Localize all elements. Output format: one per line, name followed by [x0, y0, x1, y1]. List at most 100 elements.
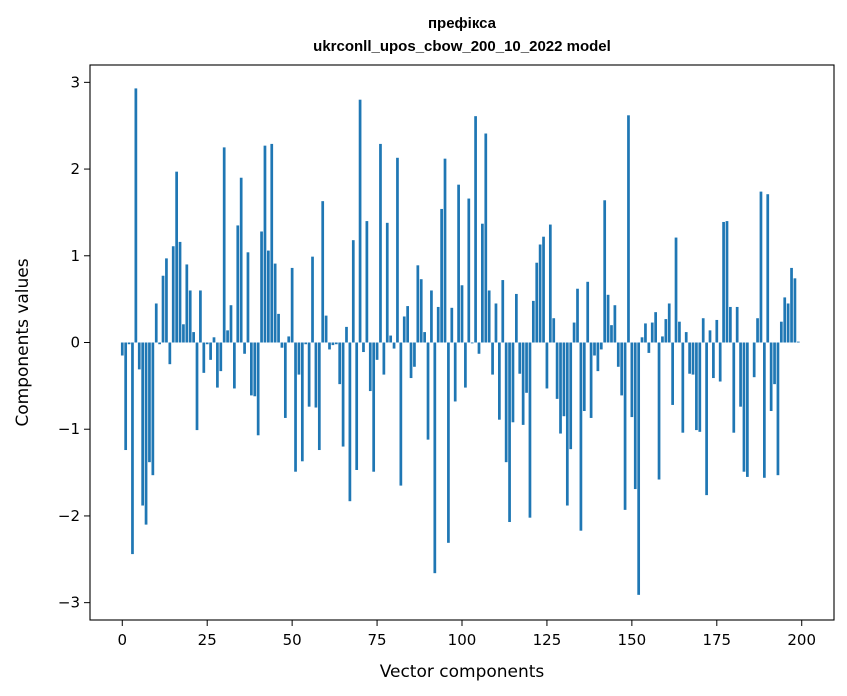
bar — [579, 342, 583, 531]
bar — [718, 342, 722, 382]
x-tick-label: 50 — [283, 631, 302, 649]
bar — [402, 316, 406, 343]
bars-group — [120, 88, 800, 595]
bar — [644, 323, 647, 343]
bar — [250, 342, 253, 396]
bar — [715, 319, 719, 343]
x-tick-label: 75 — [368, 631, 387, 649]
bar — [141, 342, 145, 506]
bar — [565, 342, 569, 506]
bar — [144, 342, 148, 525]
bar — [263, 145, 267, 343]
bar — [623, 342, 627, 510]
y-tick-label: 0 — [70, 334, 80, 352]
bar — [664, 319, 668, 343]
bar — [304, 342, 308, 345]
bar — [501, 280, 505, 343]
bar — [382, 342, 386, 375]
bar — [246, 252, 250, 343]
bar — [256, 342, 260, 436]
bar — [593, 342, 596, 356]
bar — [358, 99, 362, 343]
bar — [199, 290, 202, 343]
x-tick-label: 200 — [787, 631, 816, 649]
bar — [538, 244, 542, 343]
bar — [433, 342, 437, 574]
bar — [582, 342, 586, 412]
bar — [776, 342, 780, 476]
bar — [783, 297, 787, 343]
bar — [725, 221, 729, 343]
bar — [341, 342, 345, 447]
bar — [120, 342, 124, 356]
bar — [766, 194, 770, 343]
bar — [127, 342, 131, 345]
bar — [447, 342, 450, 543]
x-tick-label: 125 — [533, 631, 562, 649]
bar — [229, 305, 233, 343]
bar — [324, 315, 328, 343]
bar — [124, 342, 128, 451]
bar — [436, 306, 440, 343]
bar — [752, 342, 756, 378]
bar — [260, 231, 263, 343]
bar — [790, 267, 793, 343]
bar — [729, 306, 732, 343]
bar — [253, 342, 257, 397]
bar — [158, 342, 161, 345]
bar — [796, 341, 800, 343]
bar — [226, 330, 229, 343]
bar — [205, 342, 209, 345]
bar — [508, 342, 511, 523]
bar — [705, 342, 708, 496]
bar — [498, 342, 501, 420]
y-axis-label: Components values — [13, 258, 33, 426]
bar — [732, 342, 736, 433]
bar — [633, 342, 637, 490]
bar — [375, 342, 379, 360]
bar — [300, 342, 304, 462]
bar — [365, 221, 369, 343]
bar — [684, 332, 688, 343]
bar — [528, 342, 532, 518]
bar — [647, 342, 651, 353]
bar — [267, 250, 270, 343]
bar — [654, 312, 657, 343]
bar — [283, 342, 287, 418]
bar — [209, 342, 212, 360]
x-tick-label: 100 — [448, 631, 477, 649]
y-ticks-group: −3 −2 −1 0 1 2 3 — [58, 73, 90, 612]
bar — [630, 342, 634, 418]
bar — [525, 342, 528, 393]
bar — [531, 300, 535, 343]
bar — [399, 342, 403, 486]
bar — [419, 279, 423, 343]
bar — [331, 342, 335, 346]
bar — [773, 342, 776, 385]
bar — [236, 225, 240, 343]
bar — [280, 342, 284, 348]
bar — [168, 342, 172, 365]
x-tick-label: 150 — [618, 631, 647, 649]
bar — [379, 143, 382, 343]
bar — [596, 342, 600, 372]
bar — [277, 313, 280, 343]
bar — [297, 342, 301, 375]
x-tick-label: 0 — [118, 631, 128, 649]
x-ticks-group: 0 25 50 75 100 125 150 175 200 — [118, 620, 816, 649]
bar — [746, 342, 749, 477]
bar — [620, 342, 624, 396]
bar — [348, 342, 352, 502]
bar — [569, 342, 573, 450]
bar — [708, 330, 712, 343]
bar — [722, 221, 725, 343]
bar — [192, 332, 195, 343]
bar — [640, 337, 644, 343]
bar — [460, 285, 464, 343]
bar — [453, 342, 457, 402]
bar — [542, 236, 545, 343]
y-tick-label: 1 — [70, 247, 80, 265]
bar — [603, 200, 607, 343]
bar — [759, 191, 763, 343]
